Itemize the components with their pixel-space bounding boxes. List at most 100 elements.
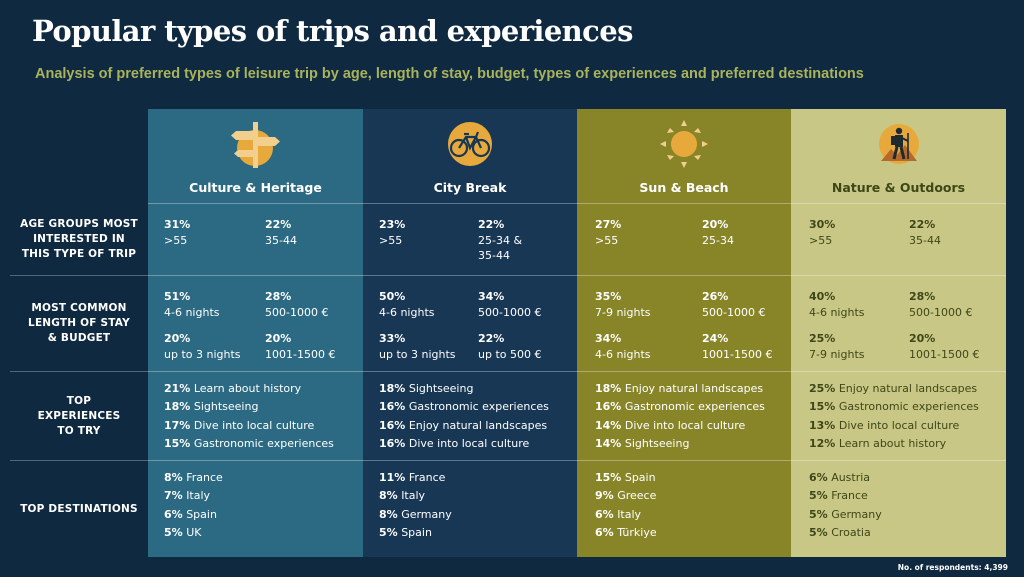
column-title: Sun & Beach: [639, 180, 729, 195]
list-item: 15% Spain: [595, 471, 656, 484]
stay-cell: 40% 4-6 nights 28% 500-1000 € 25% 7-9 night…: [791, 276, 1006, 372]
stay-stat: 25% 7-9 nights: [809, 332, 865, 361]
list-item: 5% UK: [164, 526, 202, 540]
list-item: 6% Türkiye: [595, 526, 657, 540]
list-item: 6% Austria: [809, 471, 871, 484]
budget-stat: 28% 500-1000 €: [909, 290, 973, 319]
destinations-list: 6% Austria 5% France 5% Germany 5% Croat…: [809, 469, 882, 543]
row-label-age: AGE GROUPS MOST INTERESTED IN THIS TYPE …: [10, 204, 148, 276]
list-item: 15% Gastronomic experiences: [809, 400, 979, 414]
list-item: 18% Sightseeing: [379, 382, 474, 395]
list-item: 11% France: [379, 471, 446, 484]
age-stat: 27% >55: [595, 218, 622, 247]
respondents-note: No. of respondents: 4,399: [897, 563, 1008, 572]
list-item: 7% Italy: [164, 489, 211, 503]
experiences-cell: 18% Sightseeing 16% Gastronomic experien…: [363, 372, 577, 461]
experiences-cell: 25% Enjoy natural landscapes 15% Gastron…: [791, 372, 1006, 461]
stay-stat: 40% 4-6 nights: [809, 290, 865, 319]
age-cell: 23% >55 22% 25-34 & 35-44: [363, 204, 577, 276]
list-item: 16% Dive into local culture: [379, 437, 530, 451]
destinations-cell: 11% France 8% Italy 8% Germany 5% Spain: [363, 461, 577, 557]
row-label-destinations: TOP DESTINATIONS: [20, 502, 138, 515]
age-cell: 30% >55 22% 35-44: [791, 204, 1006, 276]
stay-stat: 51% 4-6 nights: [164, 290, 220, 319]
list-item: 8% France: [164, 471, 223, 484]
age-stat: 30% >55: [809, 218, 836, 247]
signpost-icon: [224, 119, 288, 169]
stay-stat: 33% up to 3 nights: [379, 332, 456, 361]
age-stat: 22% 35-44: [265, 218, 297, 247]
corner-cell: [10, 109, 148, 204]
stay-cell: 50% 4-6 nights 34% 500-1000 € 33% up to 3 n…: [363, 276, 577, 372]
destinations-list: 8% France 7% Italy 6% Spain 5% UK: [164, 469, 223, 543]
destinations-cell: 6% Austria 5% France 5% Germany 5% Croat…: [791, 461, 1006, 557]
experiences-list: 25% Enjoy natural landscapes 15% Gastron…: [809, 380, 979, 454]
list-item: 5% France: [809, 489, 868, 503]
bicycle-icon: [442, 119, 498, 169]
stay-cell: 35% 7-9 nights 26% 500-1000 € 34% 4-6 night…: [577, 276, 791, 372]
list-item: 5% Croatia: [809, 526, 871, 540]
budget-stat: 22% up to 500 €: [478, 332, 542, 361]
list-item: 9% Greece: [595, 489, 657, 503]
list-item: 6% Spain: [164, 507, 217, 521]
page-title: Popular types of trips and experiences: [32, 14, 633, 48]
experiences-list: 18% Enjoy natural landscapes 16% Gastron…: [595, 380, 765, 454]
column-header-nature: Nature & Outdoors: [791, 109, 1006, 204]
sun-icon: [656, 119, 712, 169]
column-header-city-break: City Break: [363, 109, 577, 204]
list-item: 13% Dive into local culture: [809, 418, 960, 432]
age-stat: 22% 25-34 & 35-44: [478, 218, 523, 262]
list-item: 5% Spain: [379, 526, 432, 540]
list-item: 21% Learn about history: [164, 382, 302, 395]
stay-cell: 51% 4-6 nights 28% 500-1000 € 20% up to 3 n…: [148, 276, 363, 372]
list-item: 18% Sightseeing: [164, 400, 259, 414]
stay-stat: 34% 4-6 nights: [595, 332, 651, 361]
list-item: 14% Dive into local culture: [595, 418, 746, 432]
age-stat: 31% >55: [164, 218, 191, 247]
age-cell: 31% >55 22% 35-44: [148, 204, 363, 276]
stay-stat: 35% 7-9 nights: [595, 290, 651, 319]
stay-stat: 50% 4-6 nights: [379, 290, 435, 319]
age-stat: 20% 25-34: [702, 218, 734, 247]
destinations-cell: 8% France 7% Italy 6% Spain 5% UK: [148, 461, 363, 557]
list-item: 8% Germany: [379, 507, 452, 521]
age-stat: 23% >55: [379, 218, 406, 247]
list-item: 6% Italy: [595, 507, 642, 521]
experiences-list: 18% Sightseeing 16% Gastronomic experien…: [379, 380, 549, 454]
stay-stat: 20% up to 3 nights: [164, 332, 241, 361]
list-item: 17% Dive into local culture: [164, 418, 315, 432]
column-title: Nature & Outdoors: [831, 180, 966, 195]
budget-stat: 20% 1001-1500 €: [909, 332, 980, 361]
budget-stat: 34% 500-1000 €: [478, 290, 542, 319]
age-stat: 22% 35-44: [909, 218, 941, 247]
hiker-icon: [871, 119, 927, 169]
column-header-sun-beach: Sun & Beach: [577, 109, 791, 204]
column-title: City Break: [433, 180, 507, 195]
experiences-cell: 21% Learn about history 18% Sightseeing …: [148, 372, 363, 461]
experiences-list: 21% Learn about history 18% Sightseeing …: [164, 380, 334, 454]
list-item: 12% Learn about history: [809, 437, 947, 451]
list-item: 16% Enjoy natural landscapes: [379, 418, 548, 432]
list-item: 5% Germany: [809, 507, 882, 521]
budget-stat: 28% 500-1000 €: [265, 290, 329, 319]
trip-types-table: Culture & Heritage City Break: [10, 109, 1006, 557]
list-item: 16% Gastronomic experiences: [379, 400, 549, 414]
list-item: 15% Gastronomic experiences: [164, 437, 334, 451]
column-title: Culture & Heritage: [189, 180, 322, 195]
budget-stat: 26% 500-1000 €: [702, 290, 766, 319]
list-item: 18% Enjoy natural landscapes: [595, 382, 764, 395]
column-header-culture: Culture & Heritage: [148, 109, 363, 204]
row-label-stay: MOST COMMON LENGTH OF STAY & BUDGET: [10, 276, 148, 372]
budget-stat: 24% 1001-1500 €: [702, 332, 773, 361]
experiences-cell: 18% Enjoy natural landscapes 16% Gastron…: [577, 372, 791, 461]
page-subtitle: Analysis of preferred types of leisure t…: [35, 66, 864, 82]
list-item: 25% Enjoy natural landscapes: [809, 382, 978, 395]
budget-stat: 20% 1001-1500 €: [265, 332, 336, 361]
destinations-list: 11% France 8% Italy 8% Germany 5% Spain: [379, 469, 452, 543]
list-item: 16% Gastronomic experiences: [595, 400, 765, 414]
list-item: 8% Italy: [379, 489, 426, 503]
age-cell: 27% >55 20% 25-34: [577, 204, 791, 276]
list-item: 14% Sightseeing: [595, 437, 690, 451]
row-label-experiences: TOP EXPERIENCES TO TRY: [10, 372, 148, 461]
destinations-list: 15% Spain 9% Greece 6% Italy 6% Türkiye: [595, 469, 657, 543]
